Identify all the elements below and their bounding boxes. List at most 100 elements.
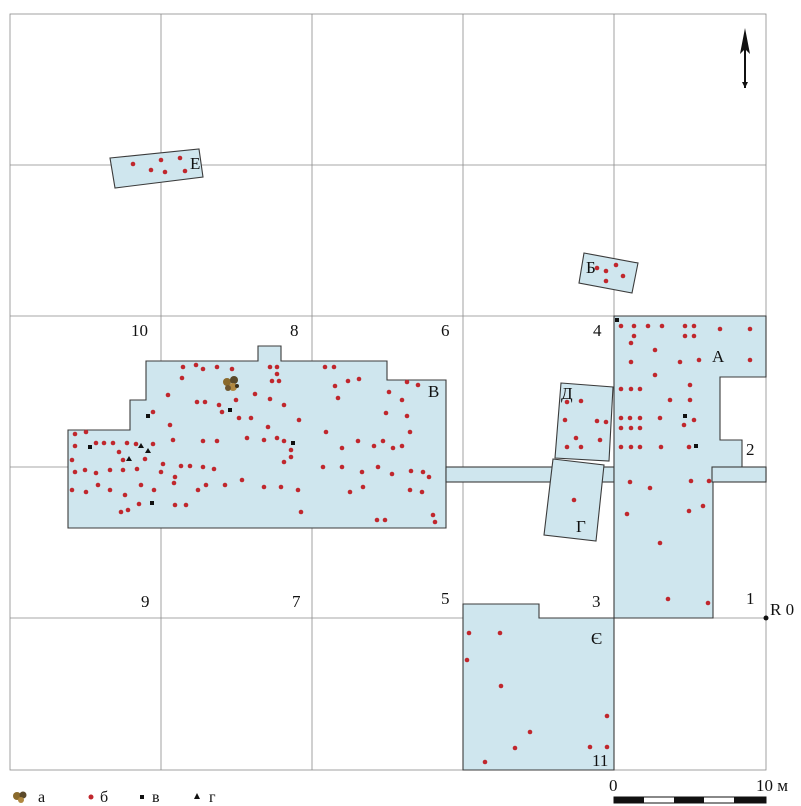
- area-label-g: Г: [576, 517, 586, 536]
- find-dot: [162, 169, 168, 175]
- area-label-v: В: [428, 382, 439, 401]
- find-dot: [203, 482, 209, 488]
- find-square: [88, 445, 92, 449]
- find-dot: [274, 371, 280, 377]
- find-dot: [138, 482, 144, 488]
- find-dot: [261, 437, 267, 443]
- find-dot: [603, 268, 609, 274]
- find-dot: [371, 443, 377, 449]
- grid-label-4: 4: [593, 321, 602, 340]
- find-dot: [407, 487, 413, 493]
- find-dot: [578, 444, 584, 450]
- find-dot: [618, 444, 624, 450]
- find-dot: [604, 744, 610, 750]
- find-dot: [587, 744, 593, 750]
- find-dot: [200, 464, 206, 470]
- find-dot: [125, 507, 131, 513]
- scale-start: 0: [609, 776, 618, 795]
- find-dot: [72, 431, 78, 437]
- find-dot: [214, 438, 220, 444]
- find-dot: [383, 410, 389, 416]
- find-dot: [107, 467, 113, 473]
- find-dot: [332, 383, 338, 389]
- find-dot: [274, 364, 280, 370]
- find-dot: [118, 509, 124, 515]
- find-dot: [278, 484, 284, 490]
- find-dot: [288, 454, 294, 460]
- find-dot: [274, 435, 280, 441]
- find-dot: [667, 397, 673, 403]
- find-dot: [202, 399, 208, 405]
- find-square: [291, 441, 295, 445]
- find-dot: [288, 447, 294, 453]
- find-dot: [120, 467, 126, 473]
- grid-label-11: 11: [592, 751, 608, 770]
- find-dot: [374, 517, 380, 523]
- find-dot: [269, 378, 275, 384]
- find-dot: [747, 357, 753, 363]
- find-dot: [399, 443, 405, 449]
- find-triangle: [145, 448, 151, 453]
- legend-label-a: а: [38, 789, 45, 806]
- grid-labels: 10 8 6 4 2 9 7 5 3 1 11: [131, 321, 755, 770]
- find-dot: [148, 167, 154, 173]
- find-dot: [404, 379, 410, 385]
- find-dot: [200, 438, 206, 444]
- find-dot: [420, 469, 426, 475]
- find-dot: [214, 364, 220, 370]
- find-dot: [564, 444, 570, 450]
- find-dot: [637, 415, 643, 421]
- find-dot: [627, 479, 633, 485]
- legend-ceramic-icon: [13, 791, 27, 803]
- find-dot: [657, 540, 663, 546]
- find-dot: [700, 503, 706, 509]
- find-dot: [171, 480, 177, 486]
- find-dot: [101, 440, 107, 446]
- find-dot: [178, 463, 184, 469]
- find-dot: [95, 482, 101, 488]
- area-v: [67, 345, 447, 529]
- find-dot: [603, 278, 609, 284]
- find-dot: [682, 323, 688, 329]
- find-dot: [295, 487, 301, 493]
- find-dot: [72, 443, 78, 449]
- find-dot: [659, 323, 665, 329]
- find-dot: [628, 425, 634, 431]
- find-square: [150, 501, 154, 505]
- find-dot: [594, 265, 600, 271]
- grid-label-8: 8: [290, 321, 299, 340]
- find-dot: [527, 729, 533, 735]
- find-dot: [404, 413, 410, 419]
- grid-label-6: 6: [441, 321, 450, 340]
- find-dot: [130, 161, 136, 167]
- find-dot: [107, 487, 113, 493]
- find-dot: [170, 437, 176, 443]
- area-labels: А Б В Г Д Е Є: [190, 154, 725, 648]
- find-dot: [172, 474, 178, 480]
- find-dot: [331, 364, 337, 370]
- find-dot: [498, 683, 504, 689]
- find-dot: [244, 435, 250, 441]
- find-dot: [618, 415, 624, 421]
- legend: а б в г: [13, 789, 216, 806]
- find-dot: [142, 456, 148, 462]
- find-dot: [267, 364, 273, 370]
- grid-label-10: 10: [131, 321, 148, 340]
- find-dot: [93, 440, 99, 446]
- find-dot: [276, 378, 282, 384]
- find-square: [228, 408, 232, 412]
- find-dot: [573, 435, 579, 441]
- datum-label: R 0: [770, 600, 794, 619]
- find-dot: [281, 402, 287, 408]
- grid-border: [9, 13, 767, 771]
- find-dot: [618, 425, 624, 431]
- find-dot: [682, 333, 688, 339]
- find-dot: [339, 445, 345, 451]
- find-dot: [335, 395, 341, 401]
- find-dot: [252, 391, 258, 397]
- scale-end: 10 м: [756, 776, 788, 795]
- find-dot: [464, 657, 470, 663]
- find-dot: [180, 364, 186, 370]
- find-dot: [211, 466, 217, 472]
